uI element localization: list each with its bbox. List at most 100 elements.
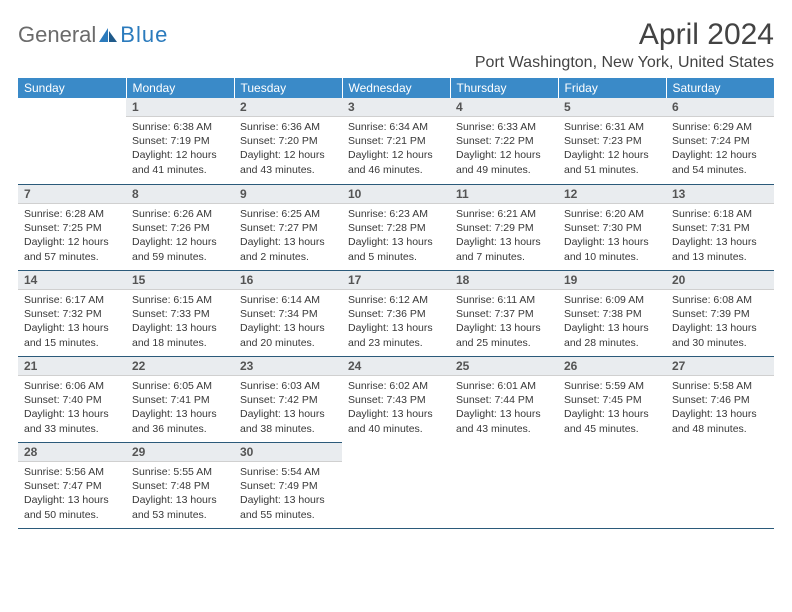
sunrise-line: Sunrise: 6:21 AM [456, 207, 552, 221]
daylight-line-2: and 10 minutes. [564, 250, 660, 264]
sunset-line: Sunset: 7:39 PM [672, 307, 768, 321]
sunrise-line: Sunrise: 5:55 AM [132, 465, 228, 479]
sunset-line: Sunset: 7:44 PM [456, 393, 552, 407]
sunset-line: Sunset: 7:48 PM [132, 479, 228, 493]
sunset-line: Sunset: 7:24 PM [672, 134, 768, 148]
daylight-line-1: Daylight: 13 hours [456, 407, 552, 421]
day-number: 27 [666, 356, 774, 376]
day-number: 10 [342, 184, 450, 204]
day-details: Sunrise: 6:02 AMSunset: 7:43 PMDaylight:… [342, 379, 450, 440]
day-number: 23 [234, 356, 342, 376]
sunrise-line: Sunrise: 6:05 AM [132, 379, 228, 393]
day-header: Tuesday [234, 78, 342, 98]
sail-icon [98, 27, 118, 43]
calendar-week-row: 21Sunrise: 6:06 AMSunset: 7:40 PMDayligh… [18, 356, 774, 442]
brand-word1: General [18, 22, 96, 48]
daylight-line-2: and 46 minutes. [348, 163, 444, 177]
day-details: Sunrise: 6:01 AMSunset: 7:44 PMDaylight:… [450, 379, 558, 440]
day-number: 14 [18, 270, 126, 290]
calendar-cell: 24Sunrise: 6:02 AMSunset: 7:43 PMDayligh… [342, 356, 450, 442]
calendar-cell: 29Sunrise: 5:55 AMSunset: 7:48 PMDayligh… [126, 442, 234, 528]
sunrise-line: Sunrise: 6:31 AM [564, 120, 660, 134]
day-number: 11 [450, 184, 558, 204]
daylight-line-1: Daylight: 12 hours [564, 148, 660, 162]
day-number: 7 [18, 184, 126, 204]
daylight-line-1: Daylight: 13 hours [564, 321, 660, 335]
sunset-line: Sunset: 7:37 PM [456, 307, 552, 321]
daylight-line-2: and 55 minutes. [240, 508, 336, 522]
calendar-cell [666, 442, 774, 528]
sunset-line: Sunset: 7:45 PM [564, 393, 660, 407]
daylight-line-1: Daylight: 13 hours [456, 321, 552, 335]
day-details: Sunrise: 6:29 AMSunset: 7:24 PMDaylight:… [666, 120, 774, 181]
calendar-cell: 7 Sunrise: 6:28 AMSunset: 7:25 PMDaylight… [18, 184, 126, 270]
daylight-line-2: and 40 minutes. [348, 422, 444, 436]
daylight-line-2: and 7 minutes. [456, 250, 552, 264]
daylight-line-1: Daylight: 13 hours [240, 493, 336, 507]
sunrise-line: Sunrise: 6:11 AM [456, 293, 552, 307]
day-number: 15 [126, 270, 234, 290]
sunrise-line: Sunrise: 6:15 AM [132, 293, 228, 307]
daylight-line-2: and 33 minutes. [24, 422, 120, 436]
calendar-cell: 26Sunrise: 5:59 AMSunset: 7:45 PMDayligh… [558, 356, 666, 442]
daylight-line-2: and 13 minutes. [672, 250, 768, 264]
calendar-cell: 14 Sunrise: 6:17 AMSunset: 7:32 PMDayligh… [18, 270, 126, 356]
day-number: 30 [234, 442, 342, 462]
daylight-line-1: Daylight: 12 hours [240, 148, 336, 162]
day-number: 3 [342, 98, 450, 117]
daylight-line-1: Daylight: 13 hours [132, 321, 228, 335]
sunset-line: Sunset: 7:33 PM [132, 307, 228, 321]
day-number: 12 [558, 184, 666, 204]
daylight-line-1: Daylight: 13 hours [24, 321, 120, 335]
sunset-line: Sunset: 7:38 PM [564, 307, 660, 321]
calendar-cell: 10Sunrise: 6:23 AMSunset: 7:28 PMDayligh… [342, 184, 450, 270]
sunrise-line: Sunrise: 6:17 AM [24, 293, 120, 307]
sunrise-line: Sunrise: 5:56 AM [24, 465, 120, 479]
sunrise-line: Sunrise: 6:29 AM [672, 120, 768, 134]
daylight-line-1: Daylight: 12 hours [672, 148, 768, 162]
day-details: Sunrise: 6:34 AMSunset: 7:21 PMDaylight:… [342, 120, 450, 181]
sunset-line: Sunset: 7:41 PM [132, 393, 228, 407]
page-title: April 2024 [475, 18, 774, 52]
daylight-line-2: and 49 minutes. [456, 163, 552, 177]
day-header: Thursday [450, 78, 558, 98]
day-details: Sunrise: 6:28 AMSunset: 7:25 PMDaylight:… [18, 207, 126, 268]
day-number: 2 [234, 98, 342, 117]
sunset-line: Sunset: 7:49 PM [240, 479, 336, 493]
calendar-cell: 12Sunrise: 6:20 AMSunset: 7:30 PMDayligh… [558, 184, 666, 270]
calendar-cell: 18Sunrise: 6:11 AMSunset: 7:37 PMDayligh… [450, 270, 558, 356]
daylight-line-1: Daylight: 13 hours [456, 235, 552, 249]
sunrise-line: Sunrise: 6:25 AM [240, 207, 336, 221]
day-number: 6 [666, 98, 774, 117]
daylight-line-1: Daylight: 13 hours [132, 493, 228, 507]
day-details: Sunrise: 5:59 AMSunset: 7:45 PMDaylight:… [558, 379, 666, 440]
day-details: Sunrise: 6:26 AMSunset: 7:26 PMDaylight:… [126, 207, 234, 268]
calendar-week-row: 7 Sunrise: 6:28 AMSunset: 7:25 PMDaylight… [18, 184, 774, 270]
calendar-week-row: 14 Sunrise: 6:17 AMSunset: 7:32 PMDayligh… [18, 270, 774, 356]
daylight-line-2: and 45 minutes. [564, 422, 660, 436]
daylight-line-1: Daylight: 13 hours [348, 235, 444, 249]
daylight-line-2: and 57 minutes. [24, 250, 120, 264]
day-details: Sunrise: 6:11 AMSunset: 7:37 PMDaylight:… [450, 293, 558, 354]
day-details: Sunrise: 6:38 AMSunset: 7:19 PMDaylight:… [126, 120, 234, 181]
daylight-line-2: and 43 minutes. [456, 422, 552, 436]
day-number: 25 [450, 356, 558, 376]
location-text: Port Washington, New York, United States [475, 54, 774, 72]
calendar-cell: 13Sunrise: 6:18 AMSunset: 7:31 PMDayligh… [666, 184, 774, 270]
calendar-cell: 9Sunrise: 6:25 AMSunset: 7:27 PMDaylight… [234, 184, 342, 270]
daylight-line-1: Daylight: 13 hours [672, 407, 768, 421]
sunset-line: Sunset: 7:31 PM [672, 221, 768, 235]
sunset-line: Sunset: 7:29 PM [456, 221, 552, 235]
sunset-line: Sunset: 7:46 PM [672, 393, 768, 407]
day-details: Sunrise: 6:25 AMSunset: 7:27 PMDaylight:… [234, 207, 342, 268]
calendar-cell: 6 Sunrise: 6:29 AMSunset: 7:24 PMDaylight… [666, 98, 774, 184]
sunrise-line: Sunrise: 5:59 AM [564, 379, 660, 393]
daylight-line-2: and 2 minutes. [240, 250, 336, 264]
daylight-line-1: Daylight: 13 hours [132, 407, 228, 421]
calendar-cell: 4Sunrise: 6:33 AMSunset: 7:22 PMDaylight… [450, 98, 558, 184]
daylight-line-2: and 54 minutes. [672, 163, 768, 177]
day-number: 19 [558, 270, 666, 290]
day-details: Sunrise: 6:17 AMSunset: 7:32 PMDaylight:… [18, 293, 126, 354]
daylight-line-2: and 23 minutes. [348, 336, 444, 350]
sunset-line: Sunset: 7:47 PM [24, 479, 120, 493]
